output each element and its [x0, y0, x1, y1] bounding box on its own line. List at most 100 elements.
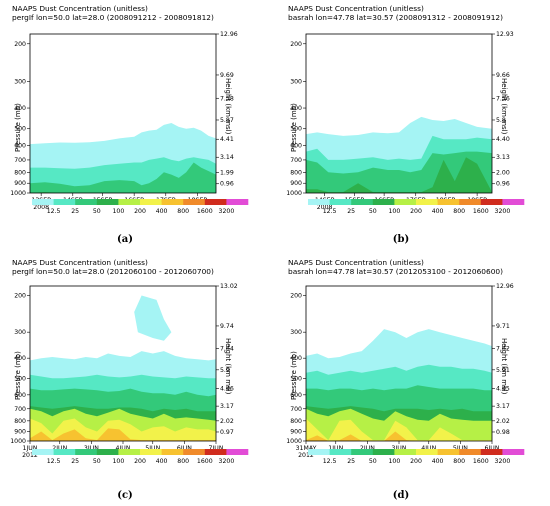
legend-swatch	[204, 199, 227, 205]
legend-swatch	[118, 199, 141, 205]
y2-tick-label: 9.71	[496, 323, 510, 330]
y-tick-label: 900	[290, 428, 302, 435]
legend-swatch	[96, 449, 119, 455]
y2-tick-label: 4.45	[496, 386, 510, 393]
legend-label: 1600	[197, 458, 213, 465]
chart-title: NAAPS Dust Concentration (unitless)	[288, 4, 424, 13]
chart-subtitle: basrah lon=47.78 lat=30.57 (2008091312 -…	[288, 13, 503, 22]
legend-label: 800	[453, 458, 465, 465]
legend-label: 800	[177, 458, 189, 465]
area-layer-c800	[30, 428, 216, 441]
x-tick-label: 4JUN	[421, 445, 436, 452]
y-tick-label: 1000	[286, 438, 302, 445]
legend-swatch	[502, 199, 525, 205]
x-tick-label: 5JUN	[145, 445, 160, 452]
y-tick-label: 900	[14, 428, 26, 435]
legend-label: 12.5	[47, 458, 61, 465]
x-tick-label: 7JUN	[209, 445, 224, 452]
legend-swatch	[140, 449, 162, 455]
legend-swatch	[96, 199, 119, 205]
y2-tick-label: 4.46	[220, 386, 234, 393]
legend-swatch	[140, 199, 162, 205]
legend-swatch	[351, 449, 374, 455]
legend-label: 200	[134, 458, 146, 465]
chart-svg: 200 300 400 500 600 700 800 900 1000 12.93 9.66 7.5…	[286, 31, 525, 215]
legend-swatch	[53, 199, 76, 205]
y-tick-label: 500	[290, 375, 302, 382]
y-tick-label: 600	[290, 392, 302, 399]
legend-label: 25	[347, 458, 355, 465]
y-tick-label: 300	[290, 78, 302, 85]
y-tick-label: 200	[290, 293, 302, 300]
legend-label: 3200	[219, 458, 235, 465]
y2-tick-label: 9.74	[220, 323, 234, 330]
y2-tick-label: 3.17	[220, 403, 234, 410]
x-tick-label: 3JUN	[392, 445, 407, 452]
legend-label: 25	[71, 458, 79, 465]
legend-label: 3200	[495, 208, 511, 215]
legend-label: 400	[432, 458, 444, 465]
legend-label: 200	[134, 208, 146, 215]
y-tick-label: 800	[14, 418, 26, 425]
y2-tick-label: 9.66	[496, 72, 510, 79]
chart-subtitle: pergIf lon=50.0 lat=28.0 (2008091212 - 2…	[12, 13, 214, 22]
legend-swatch	[437, 199, 460, 205]
legend-swatch	[308, 449, 330, 455]
legend-label: 100	[388, 208, 400, 215]
chart-subtitle: pergIf lon=50.0 lat=28.0 (2012060100 - 2…	[12, 267, 214, 276]
x-tick-label: 6JUN	[177, 445, 192, 452]
legend-swatch	[308, 199, 330, 205]
legend-label: 800	[177, 208, 189, 215]
chart-svg: 200 300 400 500 600 700 800 900 1000 13.02 9.74 7.6…	[10, 283, 249, 465]
y2-tick-label: 7.62	[496, 346, 510, 353]
legend-swatch	[372, 199, 395, 205]
y2-tick-label: 5.87	[220, 117, 234, 124]
chart-title: NAAPS Dust Concentration (unitless)	[12, 4, 148, 13]
x-tick-label: 1JUN	[328, 445, 343, 452]
y2-tick-label: 2.02	[220, 418, 234, 425]
y2-tick-label: 0.96	[220, 181, 234, 188]
legend-swatch	[226, 199, 249, 205]
legend-swatch	[53, 449, 76, 455]
chart-panel-b: NAAPS Dust Concentration (unitless) basr…	[276, 0, 546, 252]
y-tick-label: 800	[14, 169, 26, 176]
y-tick-label: 500	[14, 126, 26, 133]
y-tick-label: 700	[290, 157, 302, 164]
legend-swatch	[459, 449, 482, 455]
y-tick-label: 400	[14, 355, 26, 362]
legend-swatch	[161, 199, 184, 205]
legend-swatch	[437, 449, 460, 455]
legend-label: 400	[156, 458, 168, 465]
y2-tick-label: 2.00	[496, 169, 510, 176]
legend-swatch	[480, 449, 503, 455]
y-tick-label: 800	[290, 169, 302, 176]
y2-tick-label: 12.96	[496, 283, 514, 290]
x-tick-label: 4JUN	[116, 445, 131, 452]
legend-label: 100	[388, 458, 400, 465]
legend-swatch	[32, 449, 54, 455]
y2-tick-label: 0.98	[496, 429, 510, 436]
y-tick-label: 300	[14, 78, 26, 85]
y2-tick-label: 13.02	[220, 283, 238, 290]
y-tick-label: 900	[14, 180, 26, 187]
chart-subtitle: basrah lon=47.78 lat=30.57 (2012053100 -…	[288, 267, 503, 276]
chart-title: NAAPS Dust Concentration (unitless)	[12, 258, 148, 267]
legend-label: 1600	[473, 208, 489, 215]
legend-swatch	[183, 449, 206, 455]
x-tick-label: 6JUN	[485, 445, 500, 452]
x-tick-label: 3JUN	[84, 445, 99, 452]
legend-swatch	[480, 199, 503, 205]
legend-label: 400	[432, 208, 444, 215]
y2-tick-label: 5.8	[496, 117, 506, 124]
y2-tick-label: 4.40	[496, 136, 510, 143]
plot-frame	[29, 33, 217, 194]
y-tick-label: 400	[290, 355, 302, 362]
y-tick-label: 600	[14, 143, 26, 150]
y2-tick-label: 4.41	[220, 136, 234, 143]
y-tick-label: 700	[14, 157, 26, 164]
legend-label: 12.5	[323, 458, 337, 465]
legend-label: 1600	[473, 458, 489, 465]
y-tick-label: 700	[14, 406, 26, 413]
y2-tick-label: 3.13	[496, 154, 510, 161]
y-tick-label: 1000	[10, 190, 26, 197]
